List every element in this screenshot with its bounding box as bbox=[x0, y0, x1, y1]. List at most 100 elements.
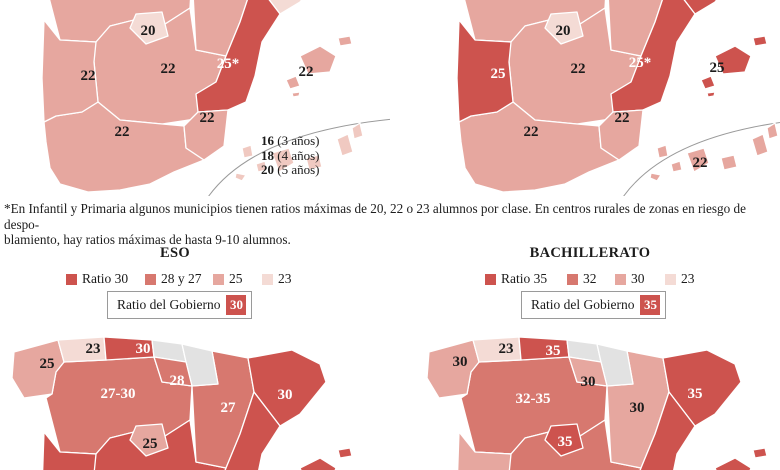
gobierno-ratio-label: Ratio del Gobierno bbox=[531, 297, 635, 312]
region-canarias-island bbox=[686, 147, 710, 173]
region-extremadura bbox=[42, 431, 97, 470]
region-canarias-island bbox=[234, 172, 247, 182]
region-value-label: 22 bbox=[571, 61, 586, 77]
region-canarias-island bbox=[766, 122, 779, 140]
legend-label: Ratio 35 bbox=[501, 271, 548, 286]
spain-map-svg-primaria: 20 25 22 25* 25 22 22 22 bbox=[456, 0, 780, 196]
region-baleares-island bbox=[285, 75, 301, 90]
region-value-label: 25 bbox=[710, 60, 725, 76]
region-madrid bbox=[544, 423, 584, 457]
legend-label: Ratio 30 bbox=[82, 271, 129, 286]
region-baleares-island bbox=[299, 457, 337, 470]
region-canarias-island bbox=[351, 122, 364, 140]
legend-item: 23 bbox=[665, 271, 695, 287]
region-madrid bbox=[129, 11, 169, 45]
infantil-age-legend: 16 (3 años) 18 (4 años) 20 (5 años) bbox=[261, 133, 320, 178]
legend-item: Ratio 30 bbox=[66, 271, 128, 287]
map-bachillerato: 30 23 35 30 32-35 30 35 35 bbox=[390, 325, 780, 470]
spain-map-svg-eso: 25 23 30 28 27-30 27 30 25 bbox=[11, 336, 353, 470]
region-canarias-island bbox=[255, 160, 268, 173]
legend-label: 23 bbox=[278, 271, 292, 286]
legend-item: Ratio 35 bbox=[485, 271, 547, 287]
legend-item: 23 bbox=[262, 271, 292, 287]
region-value-label: 35 bbox=[558, 434, 573, 450]
region-baleares-island bbox=[337, 35, 353, 47]
region-baleares-island bbox=[291, 91, 301, 98]
region-value-label: 23 bbox=[499, 341, 514, 357]
region-value-label: 23 bbox=[86, 341, 101, 357]
region-madrid bbox=[544, 11, 584, 45]
section-title-bachillerato: BACHILLERATO bbox=[529, 245, 651, 261]
gobierno-ratio-value: 30 bbox=[226, 295, 247, 315]
legend-item: 28 y 27 bbox=[145, 271, 202, 287]
region-canarias-island bbox=[241, 144, 254, 159]
map-primaria: 20 25 22 25* 25 22 22 22 bbox=[390, 0, 780, 196]
region-valencia bbox=[224, 391, 281, 470]
region-value-label: 22 bbox=[200, 110, 215, 126]
footnote-line2: blamiento, hay ratios máximas de hasta 9… bbox=[4, 232, 291, 247]
age-legend-row: 20 (5 años) bbox=[261, 162, 320, 177]
region-extremadura bbox=[456, 19, 514, 123]
region-asturias bbox=[472, 336, 522, 363]
legend-label: 32 bbox=[583, 271, 597, 286]
region-value-label: 22 bbox=[615, 110, 630, 126]
map-eso: 25 23 30 28 27-30 27 30 25 bbox=[0, 325, 390, 470]
region-value-label: 30 bbox=[630, 400, 645, 416]
region-baleares-island bbox=[337, 447, 353, 459]
footnote: *En Infantil y Primaria algunos municipi… bbox=[4, 201, 778, 248]
region-value-label: 22 bbox=[524, 124, 539, 140]
region-value-label: 28 bbox=[170, 373, 185, 389]
region-rioja bbox=[153, 356, 193, 387]
region-value-label: 25* bbox=[629, 55, 652, 71]
region-value-label: 25 bbox=[143, 436, 158, 452]
region-value-label: 22 bbox=[81, 68, 96, 84]
region-baleares-island bbox=[714, 457, 752, 470]
region-canarias-island bbox=[305, 154, 323, 171]
legend-color-swatch bbox=[262, 273, 273, 285]
section-title-eso: ESO bbox=[160, 245, 190, 261]
region-madrid bbox=[129, 423, 169, 457]
legend-label: 30 bbox=[631, 271, 645, 286]
region-value-label: 35 bbox=[546, 343, 561, 359]
region-canarias-island bbox=[656, 144, 669, 159]
region-value-label: 20 bbox=[556, 23, 571, 39]
footnote-line1: *En Infantil y Primaria algunos municipi… bbox=[4, 201, 746, 232]
region-value-label: 25 bbox=[491, 66, 506, 82]
region-value-label: 22 bbox=[299, 64, 314, 80]
region-canarias-island bbox=[336, 133, 354, 157]
region-value-label: 22 bbox=[693, 155, 708, 171]
region-value-label: 22 bbox=[161, 61, 176, 77]
region-value-label: 30 bbox=[136, 341, 151, 357]
region-extremadura bbox=[457, 431, 512, 470]
legend-label: 23 bbox=[681, 271, 695, 286]
region-value-label: 20 bbox=[141, 23, 156, 39]
region-value-label: 25 bbox=[40, 356, 55, 372]
spain-map-svg-infantil: 20 22 22 25* 22 22 22 bbox=[41, 0, 390, 196]
age-legend-row: 16 (3 años) bbox=[261, 133, 320, 148]
region-canarias-island bbox=[720, 154, 738, 171]
region-value-label: 35 bbox=[688, 386, 703, 402]
legend-color-swatch bbox=[485, 273, 496, 285]
region-rioja bbox=[568, 356, 608, 387]
spain-map-svg-bachillerato: 30 23 35 30 32-35 30 35 35 bbox=[426, 336, 768, 470]
legend-label: 28 y 27 bbox=[161, 271, 202, 286]
region-baleares-island bbox=[700, 75, 716, 90]
region-value-label: 32-35 bbox=[516, 391, 551, 407]
legend-color-swatch bbox=[615, 273, 626, 285]
gobierno-ratio-box-bachillerato: Ratio del Gobierno 35 bbox=[521, 291, 667, 319]
region-value-label: 30 bbox=[278, 387, 293, 403]
region-value-label: 27 bbox=[221, 400, 237, 416]
region-value-label: 30 bbox=[581, 374, 596, 390]
region-value-label: 27-30 bbox=[101, 386, 136, 402]
age-legend-row: 18 (4 años) bbox=[261, 147, 320, 163]
region-value-label: 22 bbox=[115, 124, 130, 140]
region-canarias-island bbox=[670, 160, 683, 173]
legend-color-swatch bbox=[567, 273, 578, 285]
region-murcia bbox=[598, 109, 644, 161]
region-valencia bbox=[639, 391, 696, 470]
legend-item: 32 bbox=[567, 271, 597, 287]
region-baleares-island bbox=[299, 45, 337, 75]
region-extremadura bbox=[41, 19, 99, 123]
region-baleares-island bbox=[714, 45, 752, 75]
